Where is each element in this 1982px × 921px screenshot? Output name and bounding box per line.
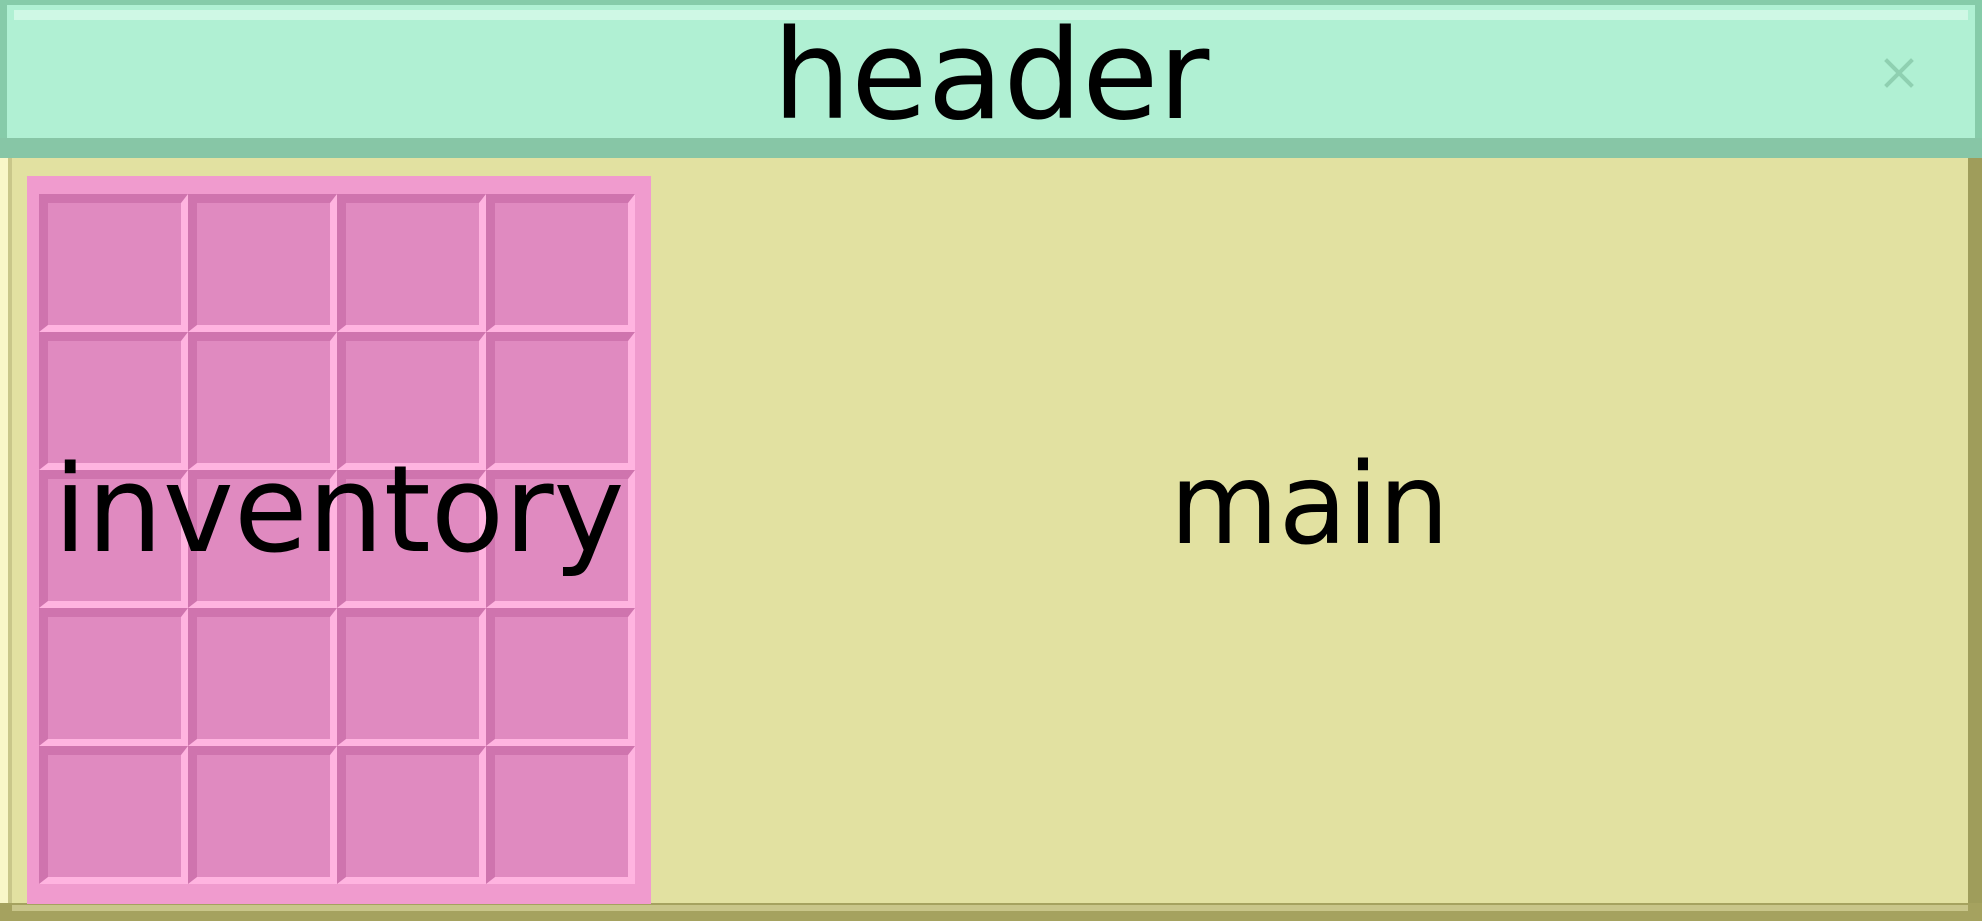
inventory-slot[interactable]	[486, 194, 635, 332]
inventory-slot[interactable]	[188, 470, 337, 608]
inventory-slot[interactable]	[188, 332, 337, 470]
inventory-slot[interactable]	[39, 194, 188, 332]
inventory-slot[interactable]	[188, 194, 337, 332]
inventory-slot[interactable]	[39, 332, 188, 470]
inventory-label: inventory	[53, 441, 625, 580]
main-label: main	[1169, 440, 1450, 570]
close-icon[interactable]	[1884, 58, 1914, 88]
inventory-slot[interactable]	[486, 608, 635, 746]
inventory-slot[interactable]	[39, 470, 188, 608]
inventory-slot[interactable]	[337, 608, 486, 746]
header-title: header	[772, 4, 1210, 148]
inventory-slot[interactable]	[337, 194, 486, 332]
header-bottom-border	[0, 138, 1982, 158]
inventory-slot[interactable]	[486, 470, 635, 608]
inventory-grid	[39, 194, 635, 884]
inventory-slot[interactable]	[486, 332, 635, 470]
inventory-slot[interactable]	[188, 608, 337, 746]
inventory-slot[interactable]	[486, 746, 635, 884]
inventory-slot[interactable]	[337, 470, 486, 608]
frame-left-inner-edge	[8, 150, 12, 910]
frame-right-edge	[1968, 150, 1982, 921]
inventory-slot[interactable]	[39, 608, 188, 746]
inventory-slot[interactable]	[188, 746, 337, 884]
inventory-slot[interactable]	[337, 746, 486, 884]
inventory-slot[interactable]	[39, 746, 188, 884]
frame-left-edge	[0, 150, 8, 921]
inventory-slot[interactable]	[337, 332, 486, 470]
inventory-panel	[27, 176, 651, 904]
header-highlight	[14, 10, 1968, 20]
frame-bottom-highlight	[12, 905, 1968, 911]
